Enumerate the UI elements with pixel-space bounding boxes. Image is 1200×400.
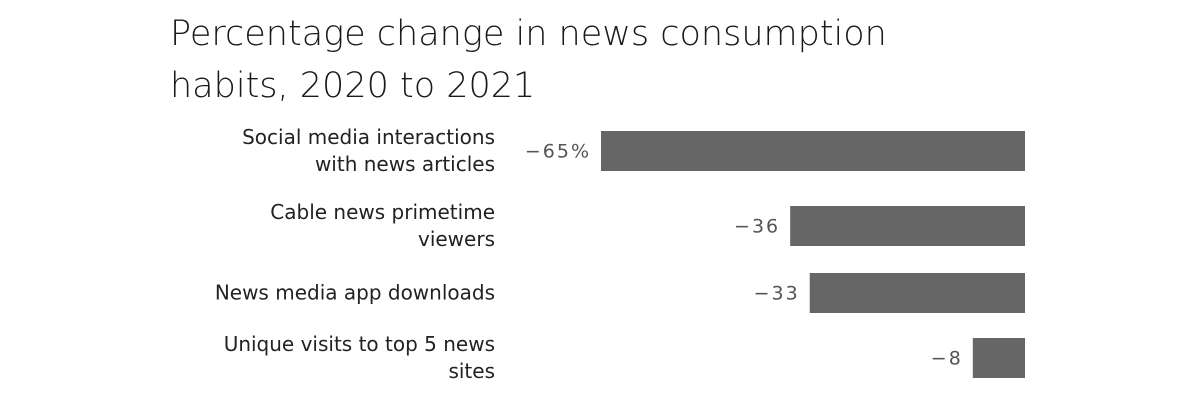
bar	[809, 273, 1025, 313]
category-label: Unique visits to top 5 news sites	[223, 332, 495, 383]
bar	[790, 206, 1025, 246]
category-label: Social media interactions with news arti…	[242, 125, 495, 176]
value-label: −36	[734, 216, 780, 238]
category-label: News media app downloads	[214, 280, 495, 305]
bar	[601, 131, 1025, 171]
category-label: Cable news primetime viewers	[270, 200, 495, 251]
chart-title: Percentage change in news consumption ha…	[170, 14, 887, 106]
value-label: −65%	[525, 141, 591, 163]
value-label: −8	[931, 348, 963, 370]
value-label: −33	[754, 283, 800, 305]
bar	[972, 338, 1025, 378]
